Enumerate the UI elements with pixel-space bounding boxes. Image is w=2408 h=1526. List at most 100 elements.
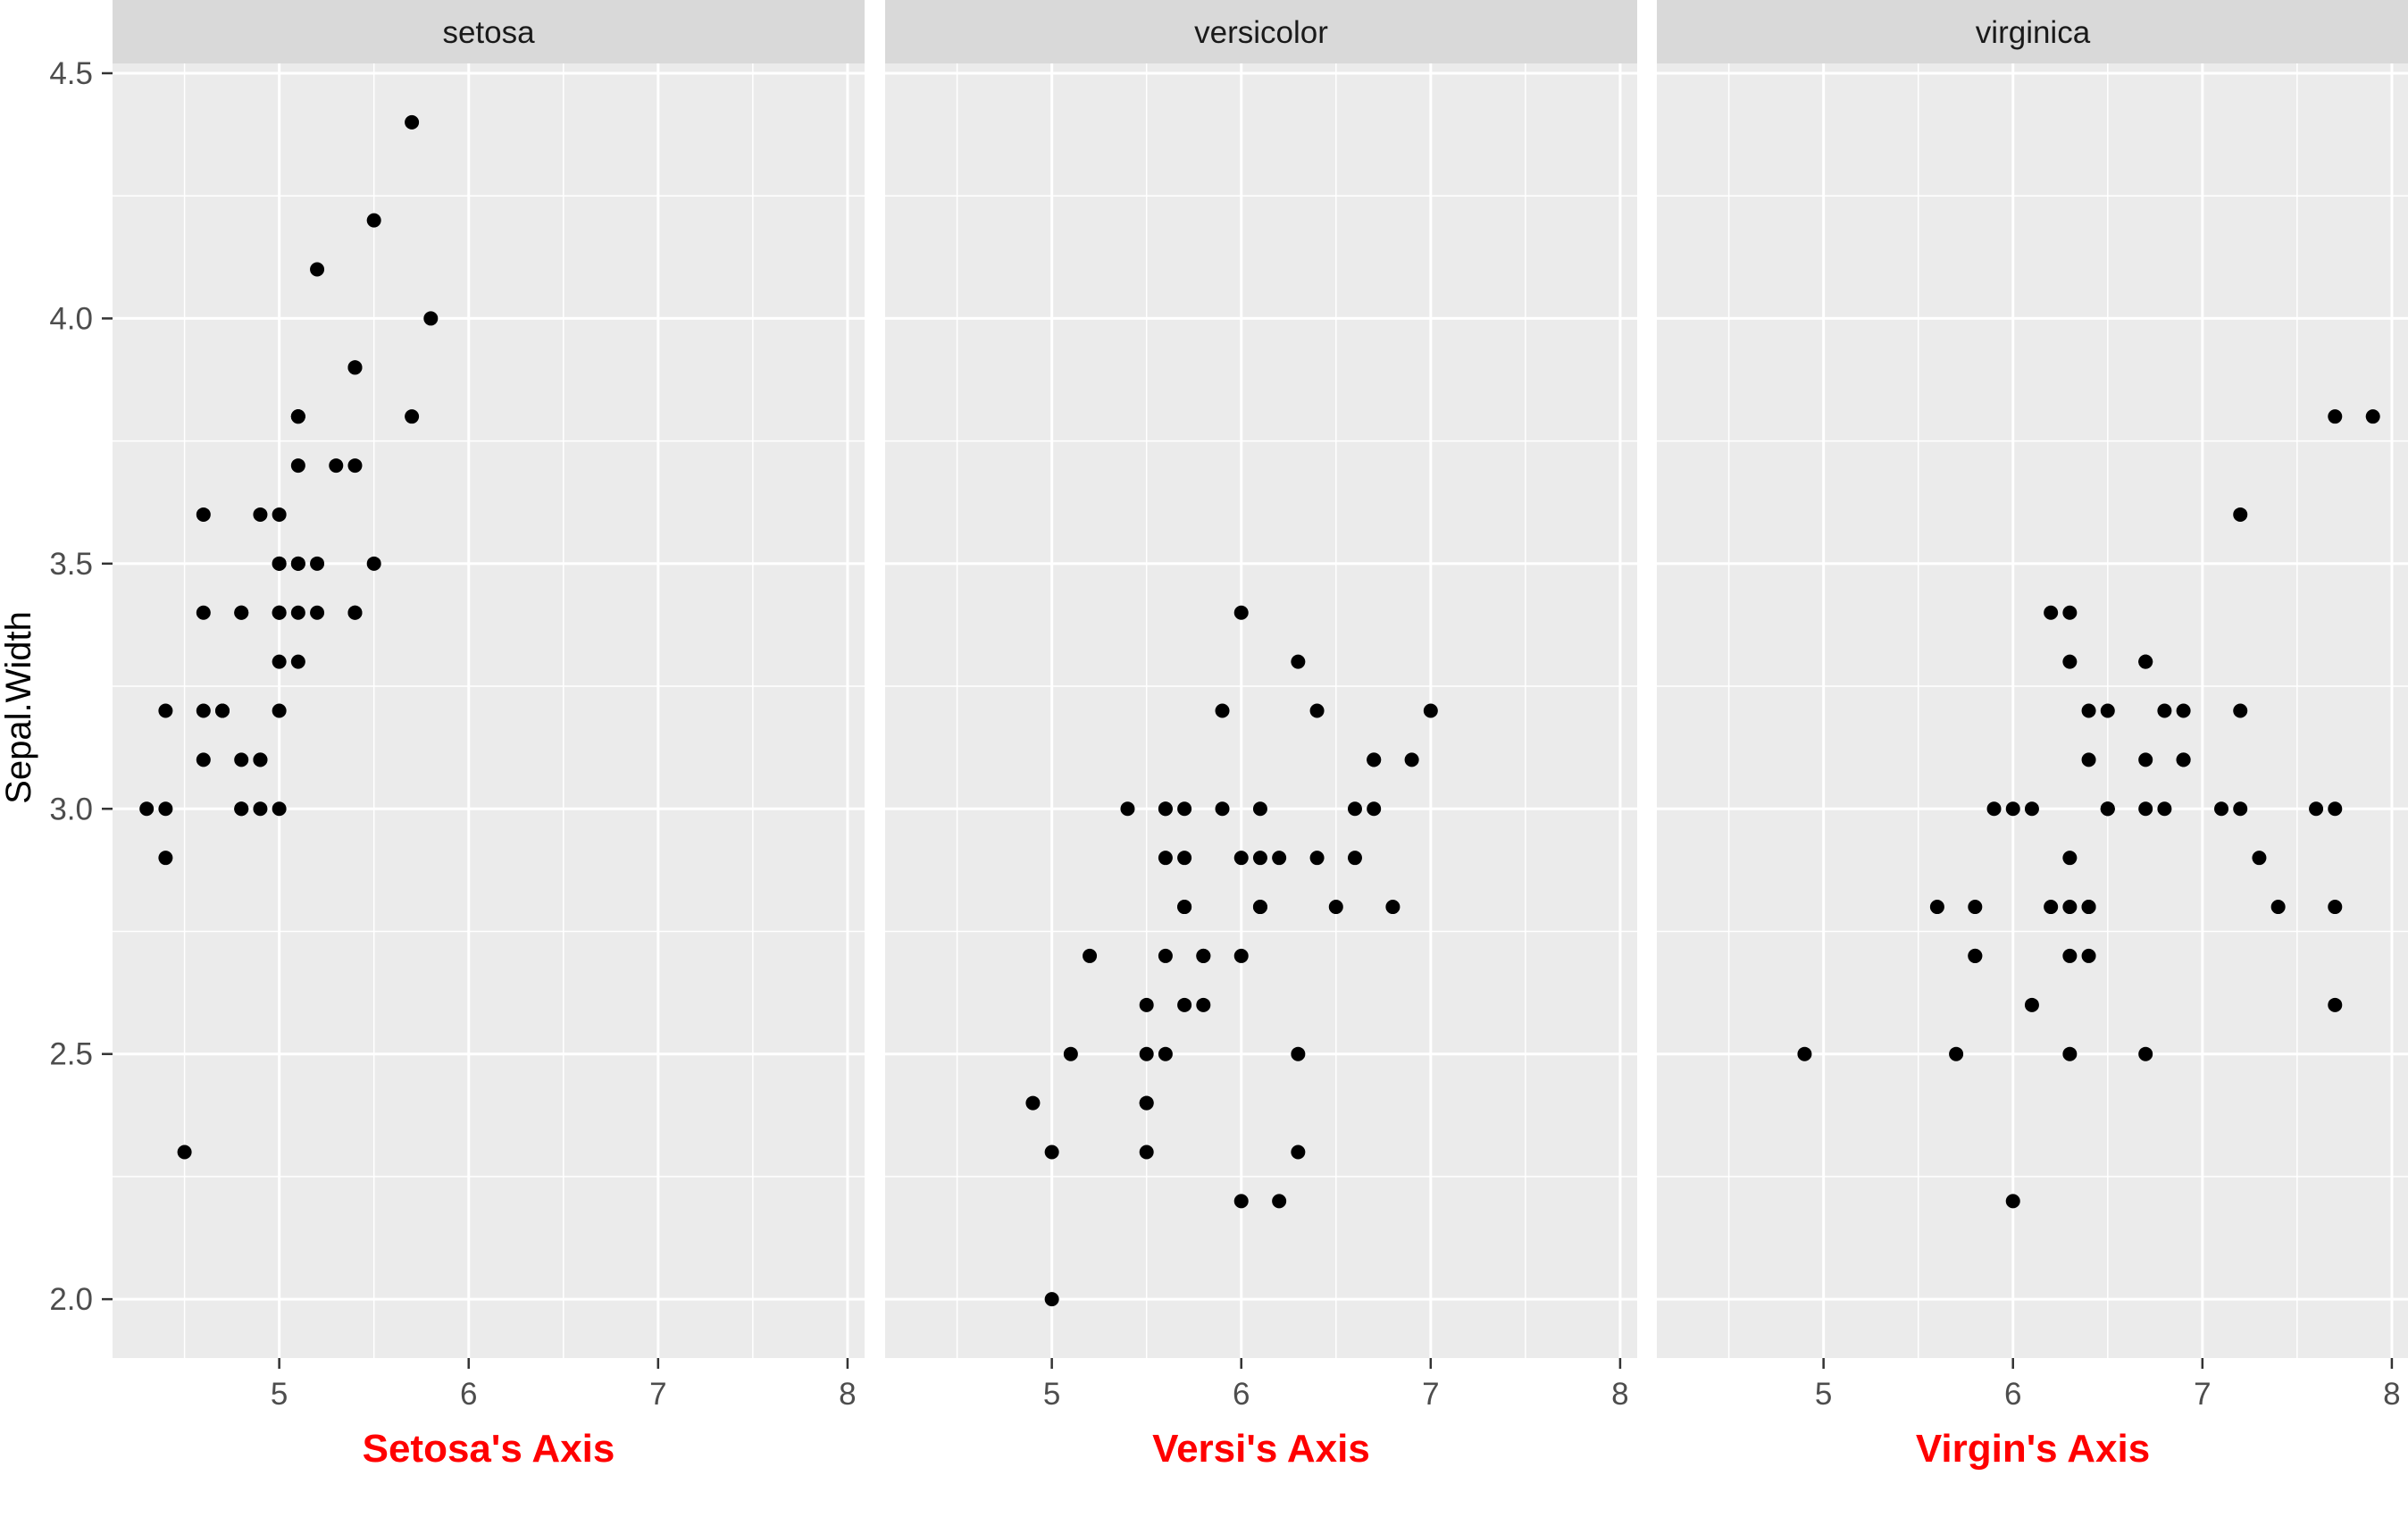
data-point: [347, 458, 363, 474]
data-point: [158, 703, 173, 718]
data-point: [1272, 1194, 1287, 1209]
data-point: [196, 752, 211, 767]
data-point: [1120, 801, 1135, 817]
y-tick-label: 4.0: [49, 301, 93, 336]
data-point: [2062, 851, 2078, 866]
data-point: [2138, 801, 2153, 817]
data-point: [234, 605, 249, 620]
data-point: [2100, 801, 2115, 817]
data-point: [1949, 1046, 1964, 1061]
data-point: [1929, 900, 1944, 915]
data-point: [2081, 752, 2096, 767]
data-point: [290, 556, 305, 571]
data-point: [1328, 900, 1343, 915]
facet-panel-setosa: setosa 5 6 7 8 Setosa's Axis: [113, 0, 865, 1471]
data-point: [1177, 997, 1192, 1012]
data-point: [2138, 752, 2153, 767]
data-point: [1215, 703, 1230, 718]
data-point: [290, 654, 305, 669]
data-point: [272, 605, 287, 620]
data-point: [329, 458, 344, 474]
data-point: [1233, 851, 1249, 866]
data-point: [2062, 654, 2078, 669]
y-tick-label: 2.0: [49, 1282, 93, 1317]
data-point: [177, 1144, 192, 1160]
facet-strip: [113, 0, 865, 63]
data-point: [1025, 1095, 1041, 1111]
data-point: [2100, 703, 2115, 718]
data-point: [2024, 801, 2039, 817]
x-axis-title: Virgin's Axis: [1916, 1427, 2150, 1471]
data-point: [253, 507, 268, 522]
data-point: [2270, 900, 2286, 915]
data-point: [1158, 851, 1173, 866]
data-point: [1367, 801, 1382, 817]
x-tick-label: 8: [839, 1377, 856, 1412]
data-point: [1196, 948, 1211, 963]
data-point: [2081, 703, 2096, 718]
data-point: [347, 605, 363, 620]
data-point: [2044, 605, 2059, 620]
data-point: [1177, 851, 1192, 866]
facet-strip-label: virginica: [1976, 15, 2091, 50]
data-point: [158, 801, 173, 817]
x-tick-label: 5: [271, 1377, 288, 1412]
x-tick-label: 7: [649, 1377, 666, 1412]
data-point: [2062, 1046, 2078, 1061]
data-point: [1139, 997, 1154, 1012]
data-point: [405, 409, 420, 424]
data-point: [310, 605, 325, 620]
data-point: [1347, 801, 1362, 817]
data-point: [1044, 1144, 1059, 1160]
data-point: [2328, 900, 2343, 915]
data-point: [366, 213, 381, 228]
data-point: [272, 703, 287, 718]
data-point: [196, 703, 211, 718]
x-tick-label: 6: [460, 1377, 477, 1412]
data-point: [405, 114, 420, 130]
data-point: [1177, 801, 1192, 817]
data-point: [2081, 900, 2096, 915]
data-point: [2024, 997, 2039, 1012]
data-point: [2328, 409, 2343, 424]
y-tick-label: 3.0: [49, 792, 93, 826]
data-point: [1158, 1046, 1173, 1061]
data-point: [2138, 654, 2153, 669]
data-point: [423, 311, 439, 326]
panel-background: [885, 63, 1637, 1358]
data-point: [1272, 851, 1287, 866]
data-point: [2252, 851, 2267, 866]
data-point: [1291, 654, 1306, 669]
y-tick-label: 3.5: [49, 547, 93, 582]
data-point: [1158, 801, 1173, 817]
data-point: [1309, 851, 1325, 866]
data-point: [234, 752, 249, 767]
data-point: [1215, 801, 1230, 817]
facet-strip-label: setosa: [442, 15, 535, 50]
data-point: [2005, 1194, 2020, 1209]
data-point: [253, 801, 268, 817]
data-point: [2233, 507, 2248, 522]
data-point: [2309, 801, 2324, 817]
data-point: [234, 801, 249, 817]
data-point: [1139, 1046, 1154, 1061]
facet-panel-virginica: virginica 5 6 7 8 Virgin's Axis: [1657, 0, 2408, 1471]
data-point: [272, 654, 287, 669]
data-point: [2062, 948, 2078, 963]
data-point: [1797, 1046, 1812, 1061]
data-point: [2176, 703, 2191, 718]
data-point: [1347, 851, 1362, 866]
data-point: [2062, 605, 2078, 620]
data-point: [1968, 900, 1983, 915]
data-point: [272, 556, 287, 571]
data-point: [2233, 801, 2248, 817]
data-point: [196, 605, 211, 620]
data-point: [1158, 948, 1173, 963]
data-point: [2233, 703, 2248, 718]
data-point: [253, 752, 268, 767]
y-tick-label: 2.5: [49, 1037, 93, 1072]
data-point: [1083, 948, 1098, 963]
data-point: [272, 507, 287, 522]
